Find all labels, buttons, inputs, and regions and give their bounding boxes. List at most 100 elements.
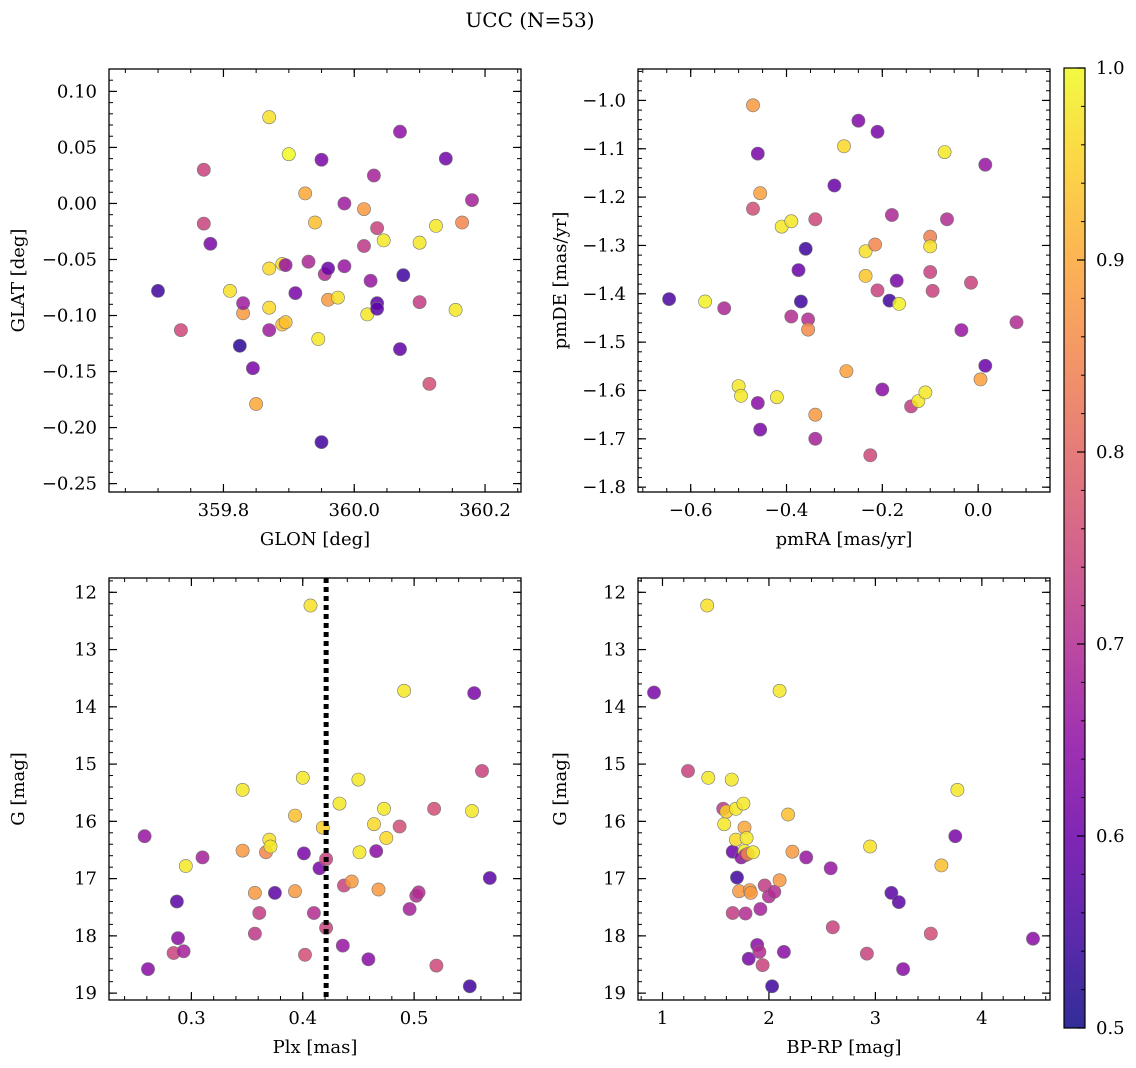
x-tick-label: 2 — [763, 1008, 774, 1029]
data-point — [288, 286, 303, 300]
y-axis-label: GLAT [deg] — [8, 229, 29, 333]
data-point — [141, 962, 155, 976]
data-point — [860, 946, 874, 961]
data-point — [950, 783, 965, 797]
data-point — [245, 361, 260, 376]
data-point — [863, 448, 878, 463]
data-point — [753, 186, 768, 201]
x-tick-label: −0.4 — [765, 500, 809, 521]
data-point — [870, 283, 885, 298]
data-point — [808, 212, 823, 227]
data-point — [422, 376, 437, 391]
x-tick-label: 0.0 — [964, 500, 993, 521]
data-point — [195, 850, 210, 865]
data-point — [746, 845, 760, 860]
y-tick-label: 17 — [74, 869, 97, 890]
y-tick-label: 0.00 — [57, 193, 97, 214]
data-point — [455, 215, 469, 230]
y-tick-label: −1.1 — [582, 139, 626, 160]
x-axis-label: GLON [deg] — [260, 529, 370, 550]
data-point — [753, 902, 768, 916]
data-point — [717, 817, 732, 832]
data-point — [896, 962, 910, 976]
data-point — [750, 396, 765, 410]
colorbar-tick-label: 0.9 — [1096, 250, 1125, 271]
y-tick-label: 13 — [603, 640, 626, 661]
data-point — [777, 945, 791, 959]
data-point — [923, 265, 938, 279]
data-point — [772, 683, 787, 698]
data-point — [863, 839, 877, 854]
data-point — [278, 315, 293, 330]
data-point — [288, 808, 302, 823]
y-tick-label: 0.10 — [57, 81, 97, 102]
data-point — [377, 801, 391, 816]
data-point — [301, 254, 316, 269]
y-tick-label: −0.25 — [42, 474, 97, 495]
data-point — [767, 884, 782, 899]
data-point — [236, 296, 250, 311]
data-point — [412, 295, 427, 309]
y-tick-label: −1.6 — [582, 380, 626, 401]
y-tick-label: 17 — [603, 869, 626, 890]
data-point — [173, 323, 188, 337]
x-tick-label: 359.8 — [198, 500, 250, 521]
colorbar-tick-label: 0.5 — [1096, 1018, 1125, 1039]
data-point — [750, 146, 765, 161]
y-tick-label: −1.4 — [582, 284, 626, 305]
data-point — [412, 235, 427, 250]
axes-frame — [637, 577, 1051, 1001]
data-point — [978, 358, 993, 373]
data-point — [940, 212, 954, 227]
ticks: 359.8 360.0 360.2 −0.25 −0.20 −0.15 −0.10 −0.05… — [42, 68, 521, 521]
axes-frame — [108, 68, 522, 493]
scatter-points — [151, 110, 479, 449]
data-point — [923, 239, 938, 254]
data-point — [885, 208, 899, 222]
data-point — [235, 843, 250, 858]
data-point — [781, 807, 795, 822]
data-point — [681, 764, 695, 778]
data-point — [176, 944, 191, 959]
data-point — [438, 151, 453, 166]
data-point — [363, 273, 378, 288]
data-point — [411, 885, 426, 900]
data-point — [701, 770, 716, 785]
data-point — [267, 886, 282, 900]
x-axis-label: BP-RP [mag] — [786, 1037, 901, 1058]
data-point — [717, 301, 732, 316]
data-point — [746, 98, 760, 113]
y-tick-label: −0.20 — [42, 418, 97, 439]
data-point — [825, 920, 840, 935]
data-point — [964, 275, 978, 290]
x-tick-label: −0.6 — [669, 500, 713, 521]
y-tick-label: 16 — [74, 811, 97, 832]
data-point — [352, 845, 367, 860]
data-point — [948, 829, 963, 844]
data-point — [923, 926, 938, 941]
data-point — [288, 884, 302, 899]
data-point — [475, 764, 489, 778]
data-point — [662, 292, 676, 306]
data-point — [357, 239, 371, 253]
data-point — [746, 201, 760, 216]
glon-glat-panel: 359.8 360.0 360.2 −0.25 −0.20 −0.15 −0.10 −0.05… — [8, 68, 522, 550]
y-tick-label: −1.8 — [582, 477, 626, 498]
y-axis-label: pmDE [mas/yr] — [550, 212, 571, 350]
data-point — [700, 598, 715, 613]
scatter-points — [137, 598, 497, 994]
data-point — [743, 886, 758, 900]
data-point — [827, 178, 842, 193]
data-point — [730, 870, 744, 885]
y-tick-label: 16 — [603, 811, 626, 832]
data-point — [295, 770, 310, 785]
data-point — [344, 874, 359, 889]
colorbar-tick-label: 0.6 — [1096, 826, 1125, 847]
data-point — [303, 598, 318, 613]
data-point — [196, 162, 211, 177]
data-point — [247, 926, 262, 941]
data-point — [393, 124, 407, 139]
data-point — [330, 290, 345, 305]
data-point — [337, 196, 352, 211]
